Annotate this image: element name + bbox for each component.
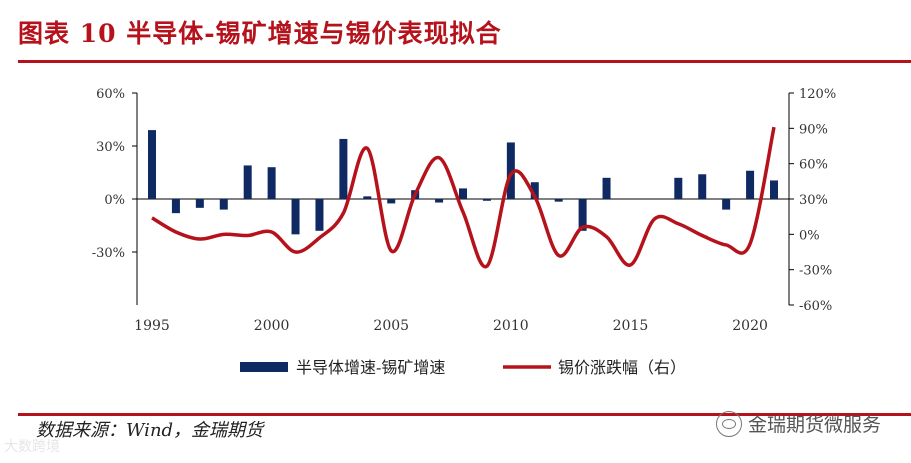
bar (267, 167, 276, 199)
tick-labels: 60% 30% 0% -30% 120% 90% 60% 30% 0% -30% -60% 1995 2… (92, 87, 836, 334)
x-tick-label: 1995 (134, 318, 170, 334)
source-label: 数据来源： (36, 420, 126, 441)
bar (195, 199, 204, 208)
bar (291, 199, 300, 235)
figure-title: 图表 10 半导体-锡矿增速与锡价表现拟合 (18, 19, 502, 48)
right-tick-label: 30% (799, 193, 828, 208)
right-tick-label: 0% (799, 228, 820, 243)
bar (770, 180, 778, 199)
x-tick-label: 2015 (613, 318, 649, 334)
left-tick-label: 60% (96, 87, 125, 102)
right-tick-label: 120% (799, 87, 836, 102)
right-tick-label: 90% (799, 122, 828, 137)
tin-price-line (151, 126, 776, 269)
bar (243, 165, 252, 199)
bar (148, 130, 156, 199)
footer-divider (18, 413, 911, 416)
bar (530, 182, 539, 199)
left-tick-label: 30% (96, 140, 125, 155)
right-tick-label: -60% (799, 299, 832, 314)
left-tick-label: -30% (92, 246, 125, 261)
chart-legend: 半导体增速-锡矿增速 锡价涨跌幅（右） (240, 358, 686, 377)
bar (506, 142, 515, 199)
bar (171, 199, 180, 214)
x-tick-label: 2020 (732, 318, 768, 334)
bar (315, 199, 324, 231)
bar (363, 196, 372, 199)
line-series (151, 126, 776, 269)
bar (219, 199, 228, 210)
source-note: 数据来源：Wind，金瑞期货 (36, 416, 263, 442)
watermark: 金瑞期货微服务 (715, 410, 881, 437)
right-tick-label: 60% (799, 158, 828, 173)
x-tick-label: 2000 (254, 318, 290, 334)
right-tick-label: -30% (799, 264, 832, 279)
bar (698, 174, 707, 199)
bar (746, 170, 755, 199)
watermark-text: 金瑞期货微服务 (747, 414, 881, 436)
bar (387, 199, 396, 204)
bar (459, 188, 467, 199)
legend-line-label: 锡价涨跌幅（右） (558, 358, 686, 377)
bar (339, 138, 348, 199)
bar (674, 177, 683, 199)
left-tick-label: 0% (104, 193, 125, 208)
x-tick-label: 2005 (373, 318, 409, 334)
legend-bar-swatch (240, 362, 288, 372)
source-text: Wind，金瑞期货 (126, 420, 264, 441)
x-tick-label: 2010 (493, 318, 529, 334)
bar (602, 177, 611, 199)
legend-bar-label: 半导体增速-锡矿增速 (296, 358, 445, 377)
bar (722, 199, 731, 210)
bar (435, 199, 444, 203)
bar-series (148, 130, 778, 235)
wechat-icon (715, 410, 742, 437)
watermark-left: 大数跨境 (4, 439, 60, 455)
bar (578, 199, 587, 231)
bar (482, 199, 491, 201)
bar (554, 199, 563, 202)
title-divider (18, 60, 911, 63)
